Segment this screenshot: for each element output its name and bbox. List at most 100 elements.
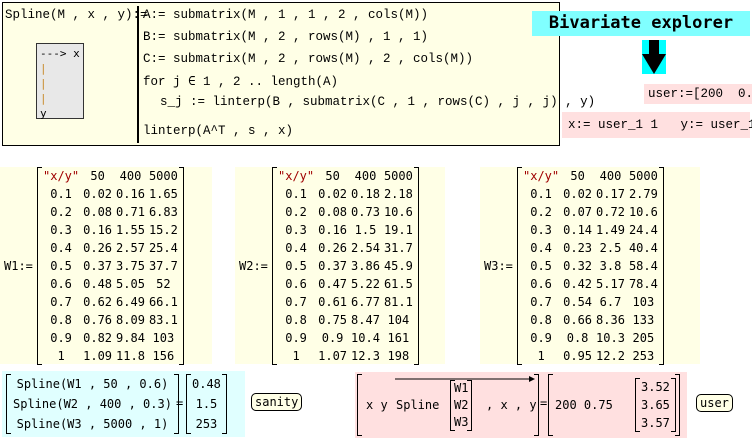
table-row: 0.9 0.9 10.4 161 [276, 329, 415, 347]
table-cell: 0.8 [566, 331, 589, 345]
table-cell: 6.7 [599, 295, 622, 309]
table-cell: 0.47 [318, 277, 348, 291]
table-cell: 0.7 [530, 295, 552, 309]
table-cell: 12.3 [351, 349, 380, 363]
table-row: 0.3 0.14 1.49 24.4 [521, 221, 660, 239]
table-cell: 5.05 [116, 277, 145, 291]
table-cell: 3.8 [599, 259, 622, 273]
comment-line: | [40, 62, 47, 75]
table-cell: 0.3 [50, 223, 72, 237]
table-cell: 25.4 [148, 241, 178, 255]
matrix-w2: "x/y" 50 400 5000 0.1 0.02 0.18 2.18 0.2 0.08 0.73… [272, 167, 419, 365]
matrix-region-w1[interactable]: W1:= "x/y" 50 400 5000 0.1 0.02 0.16 1.65 0.2 0.08… [0, 167, 212, 365]
table-cell: 0.16 [83, 223, 113, 237]
sanity-result: 1.5 [195, 397, 218, 411]
table-cell: 0.4 [530, 241, 552, 255]
table-cell: 6.49 [116, 295, 145, 309]
table-row: 0.9 0.8 10.3 205 [521, 329, 660, 347]
table-cell: 0.3 [285, 223, 307, 237]
user-eval-expr: x y Spline W1 W2 W3 , x , y [357, 374, 539, 436]
table-cell: 0.1 [530, 187, 552, 201]
table-cell: 0.02 [83, 187, 113, 201]
user-eval-result: 200 0.75 3.52 3.65 3.57 [548, 374, 680, 436]
table-cell: 0.6 [530, 277, 552, 291]
table-row: 1 1.07 12.3 198 [276, 347, 415, 365]
table-cell: 0.07 [563, 205, 593, 219]
table-cell: 0.32 [563, 259, 593, 273]
comment-line: | [40, 77, 47, 90]
table-cell: 0.66 [563, 313, 593, 327]
table-cell: 0.23 [563, 241, 593, 255]
equals-sign: = [540, 396, 548, 410]
table-cell: 45.9 [383, 259, 413, 273]
matrix-w1: "x/y" 50 400 5000 0.1 0.02 0.16 1.65 0.2 0.08 0.71… [37, 167, 184, 365]
table-row: 0.3 0.16 1.5 19.1 [276, 221, 415, 239]
table-cell: 40.4 [628, 241, 658, 255]
arg: W1 [454, 381, 469, 395]
table-cell: 2.18 [383, 187, 413, 201]
result-xy: 200 0.75 [555, 398, 613, 412]
comment-line: ---> x [40, 47, 80, 60]
table-row: 0.9 0.82 9.84 103 [41, 329, 180, 347]
table-row: 0.5 0.37 3.75 37.7 [41, 257, 180, 275]
table-cell: 37.7 [148, 259, 178, 273]
table-cell: 3.75 [116, 259, 145, 273]
table-cell: 0.8 [285, 313, 307, 327]
table-cell: 103 [152, 331, 175, 345]
table-cell: 0.26 [318, 241, 348, 255]
table-cell: 161 [387, 331, 410, 345]
table-cell: 0.5 [50, 259, 72, 273]
column-header: 5000 [383, 169, 413, 183]
table-cell: 0.42 [563, 277, 593, 291]
table-cell: 0.2 [530, 205, 552, 219]
table-cell: 0.37 [83, 259, 113, 273]
column-header: 400 [599, 169, 622, 183]
table-cell: 0.9 [285, 331, 307, 345]
user-button[interactable]: user [696, 394, 733, 412]
result-vector: 3.52 3.65 3.57 [635, 378, 676, 432]
table-cell: 0.02 [318, 187, 348, 201]
user-eval-region[interactable]: x y Spline W1 W2 W3 , x , y = 200 0.75 3… [355, 372, 687, 438]
table-cell: 133 [632, 313, 655, 327]
xy-definition[interactable]: x:= user_1 1 y:= user_1 2 [562, 112, 752, 138]
program-bar [137, 6, 139, 143]
table-cell: 0.61 [318, 295, 348, 309]
column-header: "x/y" [523, 169, 560, 183]
sanity-region[interactable]: Spline(W1 , 50 , 0.6) Spline(W2 , 400 , … [2, 371, 245, 437]
table-cell: 0.16 [318, 223, 348, 237]
arg: W2 [454, 398, 469, 412]
column-header: "x/y" [278, 169, 315, 183]
table-cell: 103 [632, 295, 655, 309]
table-cell: 0.1 [50, 187, 72, 201]
orientation-comment: ---> x | | | y [36, 43, 84, 120]
spline-function-region[interactable] [2, 2, 560, 146]
table-cell: 11.8 [116, 349, 145, 363]
sanity-button[interactable]: sanity [251, 393, 303, 411]
table-row: 0.2 0.07 0.72 10.6 [521, 203, 660, 221]
table-cell: 1.49 [596, 223, 625, 237]
table-cell: 0.08 [318, 205, 348, 219]
table-row: 0.5 0.32 3.8 58.4 [521, 257, 660, 275]
matrix-region-w2[interactable]: W2:= "x/y" 50 400 5000 0.1 0.02 0.18 2.18 0.2 0.08… [235, 167, 445, 365]
column-header: 400 [119, 169, 142, 183]
user-definition[interactable]: user:=[200 0.75] [644, 84, 752, 104]
table-row: 0.1 0.02 0.17 2.79 [521, 185, 660, 203]
table-row: 1 1.09 11.8 156 [41, 347, 180, 365]
table-cell: 0.5 [285, 259, 307, 273]
program-line-a: A:= submatrix(M , 1 , 1 , 2 , cols(M)) [143, 8, 429, 22]
table-cell: 58.4 [628, 259, 658, 273]
matrix-name: W2:= [239, 259, 268, 273]
table-cell: 1.09 [83, 349, 113, 363]
table-row: 0.4 0.26 2.54 31.7 [276, 239, 415, 257]
page-title: Bivariate explorer [532, 11, 750, 36]
table-cell: 0.8 [530, 313, 552, 327]
matrix-region-w3[interactable]: W3:= "x/y" 50 400 5000 0.1 0.02 0.17 2.79 0.2 0.07… [480, 167, 700, 365]
table-row: 0.6 0.48 5.05 52 [41, 275, 180, 293]
table-cell: 0.26 [83, 241, 113, 255]
table-row: "x/y" 50 400 5000 [276, 167, 415, 185]
sanity-result: 0.48 [192, 377, 221, 391]
table-cell: 0.9 [530, 331, 552, 345]
table-cell: 0.18 [351, 187, 380, 201]
arg: W3 [454, 415, 469, 429]
table-cell: 0.14 [563, 223, 593, 237]
